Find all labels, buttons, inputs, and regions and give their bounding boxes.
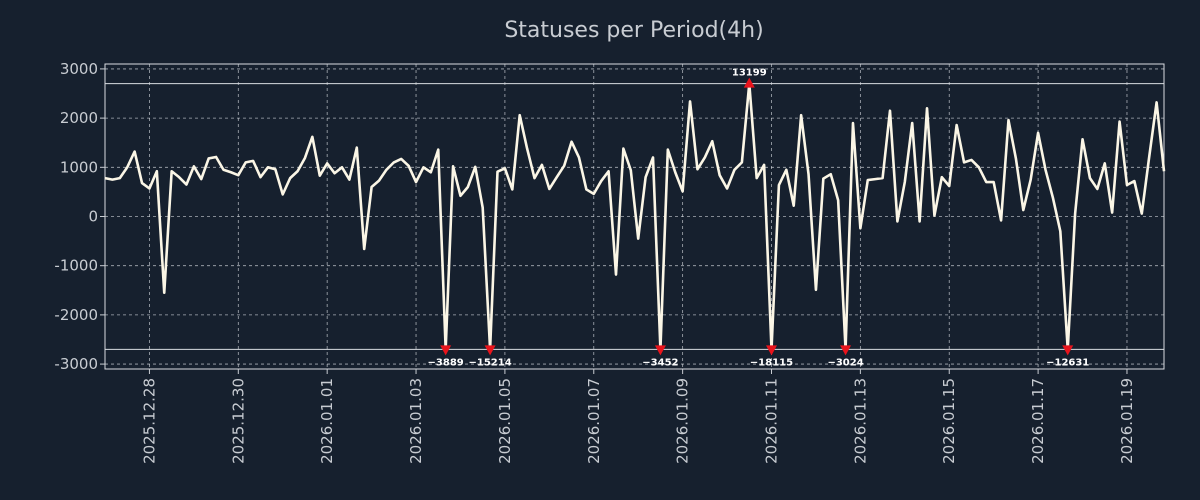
max-label: 13199 [732,68,767,79]
y-tick-label: -2000 [54,306,98,324]
min-label: −18115 [750,357,793,368]
series-layer [104,82,1166,351]
min-label: −3889 [428,357,464,368]
max-marker [743,77,755,88]
min-marker [766,345,778,356]
x-tick-label: 2026.01.15 [940,378,958,464]
min-marker [840,345,852,356]
min-label: −3452 [642,357,678,368]
x-tick-label: 2026.01.09 [674,378,692,464]
min-label: −12631 [1046,357,1089,368]
y-tick-label: 1000 [60,158,98,176]
clip-lines [105,83,1164,350]
chart-title: Statuses per Period(4h) [504,18,763,43]
min-label: −15214 [469,357,512,368]
x-tick-label: 2026.01.13 [851,378,869,464]
y-tick-label: 0 [88,208,98,226]
x-tick-label: 2026.01.03 [407,378,425,464]
y-tick-label: 2000 [60,109,98,127]
x-tick-label: 2025.12.28 [140,378,158,464]
y-tick-label: 3000 [60,60,98,78]
y-axis: 3000 2000 1000 0 -1000 -2000 -3000 [54,60,105,373]
x-tick-label: 2026.01.01 [318,378,336,464]
annotations: −3889 −15214 −3452 13199 −18115 −3024 −12631 [428,68,1090,369]
y-tick-label: -1000 [54,257,98,275]
min-marker [440,345,452,356]
x-axis: 2025.12.28 2025.12.30 2026.01.01 2026.01.03… [140,369,1136,464]
x-tick-label: 2026.01.05 [496,378,514,464]
series-line-statuses [104,82,1166,351]
min-marker [654,345,666,356]
x-tick-label: 2025.12.30 [229,378,247,464]
min-label: −3024 [827,357,863,368]
x-tick-label: 2026.01.07 [585,378,603,464]
min-marker [1062,345,1074,356]
grid [105,64,1164,369]
x-tick-label: 2026.01.17 [1029,378,1047,464]
x-tick-label: 2026.01.11 [763,378,781,464]
x-tick-label: 2026.01.19 [1118,378,1136,464]
min-marker [484,345,496,356]
y-tick-label: -3000 [54,355,98,373]
